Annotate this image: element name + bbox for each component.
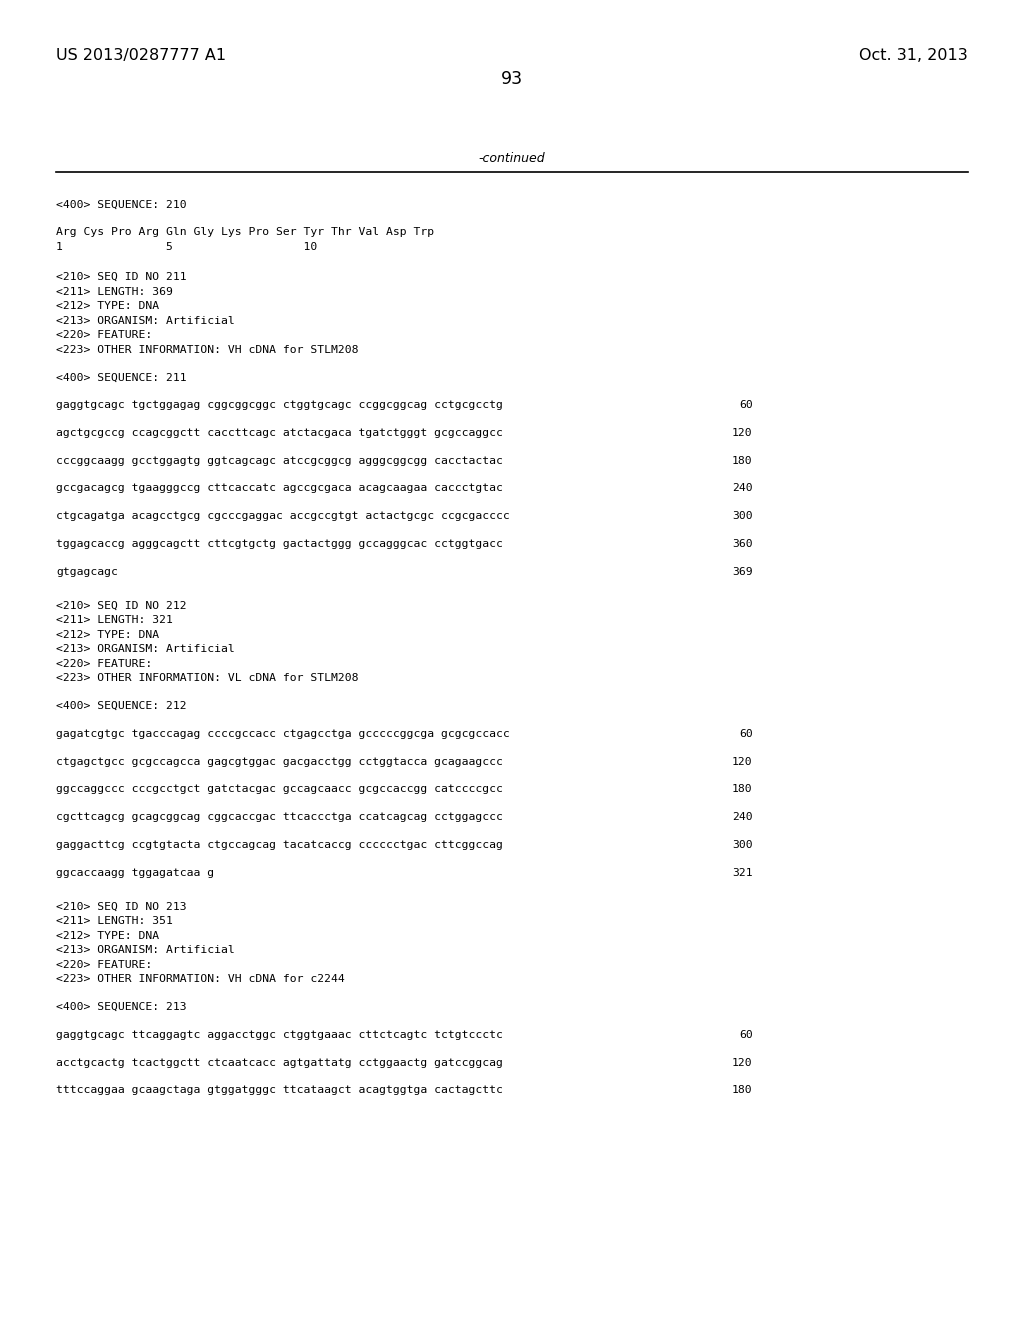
Text: <223> OTHER INFORMATION: VH cDNA for c2244: <223> OTHER INFORMATION: VH cDNA for c22… <box>56 974 345 985</box>
Text: <212> TYPE: DNA: <212> TYPE: DNA <box>56 630 160 640</box>
Text: ggcaccaagg tggagatcaa g: ggcaccaagg tggagatcaa g <box>56 867 214 878</box>
Text: 120: 120 <box>732 428 753 438</box>
Text: 321: 321 <box>732 867 753 878</box>
Text: 300: 300 <box>732 840 753 850</box>
Text: cccggcaagg gcctggagtg ggtcagcagc atccgcggcg agggcggcgg cacctactac: cccggcaagg gcctggagtg ggtcagcagc atccgcg… <box>56 455 503 466</box>
Text: ctgagctgcc gcgccagcca gagcgtggac gacgacctgg cctggtacca gcagaagccc: ctgagctgcc gcgccagcca gagcgtggac gacgacc… <box>56 756 503 767</box>
Text: <211> LENGTH: 369: <211> LENGTH: 369 <box>56 286 173 297</box>
Text: 180: 180 <box>732 455 753 466</box>
Text: <220> FEATURE:: <220> FEATURE: <box>56 330 153 341</box>
Text: 1               5                   10: 1 5 10 <box>56 242 317 252</box>
Text: <210> SEQ ID NO 212: <210> SEQ ID NO 212 <box>56 601 187 611</box>
Text: -continued: -continued <box>478 152 546 165</box>
Text: <400> SEQUENCE: 211: <400> SEQUENCE: 211 <box>56 372 187 383</box>
Text: <400> SEQUENCE: 210: <400> SEQUENCE: 210 <box>56 199 187 210</box>
Text: 180: 180 <box>732 1085 753 1096</box>
Text: gaggtgcagc tgctggagag cggcggcggc ctggtgcagc ccggcggcag cctgcgcctg: gaggtgcagc tgctggagag cggcggcggc ctggtgc… <box>56 400 503 411</box>
Text: gaggtgcagc ttcaggagtc aggacctggc ctggtgaaac cttctcagtc tctgtccctc: gaggtgcagc ttcaggagtc aggacctggc ctggtga… <box>56 1030 503 1040</box>
Text: 93: 93 <box>501 70 523 88</box>
Text: <210> SEQ ID NO 211: <210> SEQ ID NO 211 <box>56 272 187 282</box>
Text: <400> SEQUENCE: 212: <400> SEQUENCE: 212 <box>56 701 187 711</box>
Text: tttccaggaa gcaagctaga gtggatgggc ttcataagct acagtggtga cactagcttc: tttccaggaa gcaagctaga gtggatgggc ttcataa… <box>56 1085 503 1096</box>
Text: gagatcgtgc tgacccagag ccccgccacc ctgagcctga gcccccggcga gcgcgccacc: gagatcgtgc tgacccagag ccccgccacc ctgagcc… <box>56 729 510 739</box>
Text: 240: 240 <box>732 483 753 494</box>
Text: 369: 369 <box>732 566 753 577</box>
Text: <213> ORGANISM: Artificial: <213> ORGANISM: Artificial <box>56 945 236 956</box>
Text: gaggacttcg ccgtgtacta ctgccagcag tacatcaccg cccccctgac cttcggccag: gaggacttcg ccgtgtacta ctgccagcag tacatca… <box>56 840 503 850</box>
Text: <213> ORGANISM: Artificial: <213> ORGANISM: Artificial <box>56 644 236 655</box>
Text: agctgcgccg ccagcggctt caccttcagc atctacgaca tgatctgggt gcgccaggcc: agctgcgccg ccagcggctt caccttcagc atctacg… <box>56 428 503 438</box>
Text: gtgagcagc: gtgagcagc <box>56 566 118 577</box>
Text: <212> TYPE: DNA: <212> TYPE: DNA <box>56 301 160 312</box>
Text: <220> FEATURE:: <220> FEATURE: <box>56 659 153 669</box>
Text: 60: 60 <box>739 729 753 739</box>
Text: cgcttcagcg gcagcggcag cggcaccgac ttcaccctga ccatcagcag cctggagccc: cgcttcagcg gcagcggcag cggcaccgac ttcaccc… <box>56 812 503 822</box>
Text: 60: 60 <box>739 400 753 411</box>
Text: 300: 300 <box>732 511 753 521</box>
Text: 120: 120 <box>732 756 753 767</box>
Text: 180: 180 <box>732 784 753 795</box>
Text: 60: 60 <box>739 1030 753 1040</box>
Text: ctgcagatga acagcctgcg cgcccgaggac accgccgtgt actactgcgc ccgcgacccc: ctgcagatga acagcctgcg cgcccgaggac accgcc… <box>56 511 510 521</box>
Text: 120: 120 <box>732 1057 753 1068</box>
Text: Oct. 31, 2013: Oct. 31, 2013 <box>859 48 968 63</box>
Text: US 2013/0287777 A1: US 2013/0287777 A1 <box>56 48 226 63</box>
Text: 240: 240 <box>732 812 753 822</box>
Text: <211> LENGTH: 321: <211> LENGTH: 321 <box>56 615 173 626</box>
Text: <211> LENGTH: 351: <211> LENGTH: 351 <box>56 916 173 927</box>
Text: acctgcactg tcactggctt ctcaatcacc agtgattatg cctggaactg gatccggcag: acctgcactg tcactggctt ctcaatcacc agtgatt… <box>56 1057 503 1068</box>
Text: tggagcaccg agggcagctt cttcgtgctg gactactggg gccagggcac cctggtgacc: tggagcaccg agggcagctt cttcgtgctg gactact… <box>56 539 503 549</box>
Text: <400> SEQUENCE: 213: <400> SEQUENCE: 213 <box>56 1002 187 1012</box>
Text: gccgacagcg tgaagggccg cttcaccatc agccgcgaca acagcaagaa caccctgtac: gccgacagcg tgaagggccg cttcaccatc agccgcg… <box>56 483 503 494</box>
Text: <220> FEATURE:: <220> FEATURE: <box>56 960 153 970</box>
Text: <213> ORGANISM: Artificial: <213> ORGANISM: Artificial <box>56 315 236 326</box>
Text: <210> SEQ ID NO 213: <210> SEQ ID NO 213 <box>56 902 187 912</box>
Text: Arg Cys Pro Arg Gln Gly Lys Pro Ser Tyr Thr Val Asp Trp: Arg Cys Pro Arg Gln Gly Lys Pro Ser Tyr … <box>56 227 434 238</box>
Text: <223> OTHER INFORMATION: VH cDNA for STLM208: <223> OTHER INFORMATION: VH cDNA for STL… <box>56 345 358 355</box>
Text: <212> TYPE: DNA: <212> TYPE: DNA <box>56 931 160 941</box>
Text: 360: 360 <box>732 539 753 549</box>
Text: <223> OTHER INFORMATION: VL cDNA for STLM208: <223> OTHER INFORMATION: VL cDNA for STL… <box>56 673 358 684</box>
Text: ggccaggccc cccgcctgct gatctacgac gccagcaacc gcgccaccgg catccccgcc: ggccaggccc cccgcctgct gatctacgac gccagca… <box>56 784 503 795</box>
